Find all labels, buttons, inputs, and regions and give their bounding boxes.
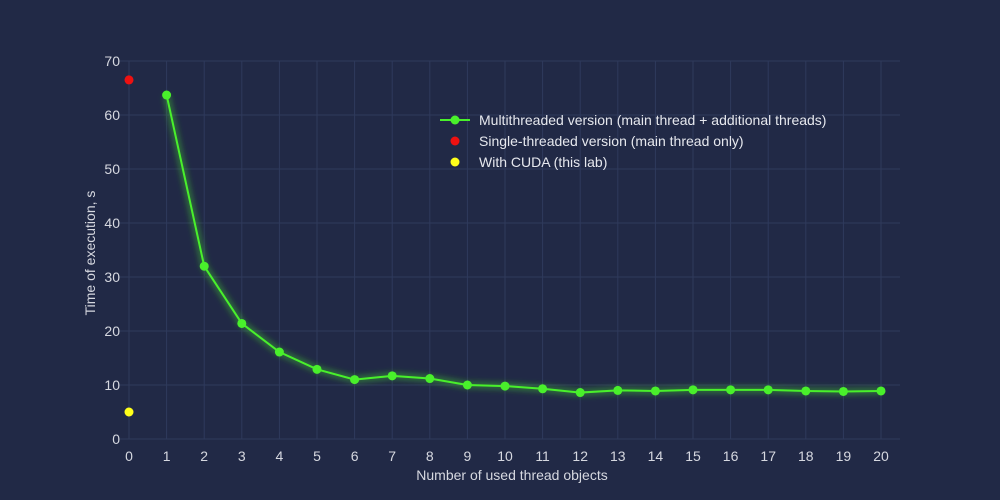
data-point <box>462 380 472 390</box>
y-tick-label: 0 <box>112 431 120 447</box>
legend-entry-cuda: With CUDA (this lab) <box>450 154 607 170</box>
data-point <box>162 90 172 100</box>
x-tick-label: 11 <box>535 448 550 464</box>
x-tick-label: 5 <box>313 448 321 464</box>
x-tick-label: 19 <box>836 448 852 464</box>
legend-swatch-marker <box>450 157 460 167</box>
legend: Multithreaded version (main thread + add… <box>440 112 826 170</box>
data-point <box>199 261 209 271</box>
data-point <box>650 386 660 396</box>
data-point <box>124 407 134 417</box>
y-axis-label: Time of execution, s <box>82 191 98 316</box>
y-axis-ticks: 0 10 20 30 40 50 60 70 <box>104 53 120 447</box>
plot-area <box>124 75 886 417</box>
data-point <box>726 385 736 395</box>
data-point <box>124 75 134 85</box>
legend-entry-multithreaded: Multithreaded version (main thread + add… <box>440 112 826 128</box>
x-tick-label: 0 <box>125 448 133 464</box>
y-tick-label: 10 <box>104 377 120 393</box>
x-tick-label: 15 <box>685 448 701 464</box>
data-point <box>350 375 360 385</box>
x-tick-label: 8 <box>426 448 434 464</box>
data-point <box>801 386 811 396</box>
x-axis-ticks: 0 1 2 3 4 5 6 7 8 9 10 11 12 13 14 15 16 17 18 19 20 <box>125 448 889 464</box>
data-point <box>688 385 698 395</box>
x-tick-label: 4 <box>276 448 284 464</box>
x-tick-label: 12 <box>572 448 588 464</box>
x-axis-label: Number of used thread objects <box>416 467 607 483</box>
data-point <box>274 347 284 357</box>
y-tick-label: 40 <box>104 215 120 231</box>
data-point <box>500 381 510 391</box>
data-point <box>312 364 322 374</box>
x-tick-label: 13 <box>610 448 626 464</box>
data-point <box>237 318 247 328</box>
legend-label: Multithreaded version (main thread + add… <box>479 112 826 128</box>
data-point <box>763 385 773 395</box>
data-point <box>425 374 435 384</box>
x-tick-label: 20 <box>873 448 889 464</box>
x-tick-label: 6 <box>351 448 359 464</box>
data-point <box>613 385 623 395</box>
x-tick-label: 3 <box>238 448 246 464</box>
x-tick-label: 18 <box>798 448 814 464</box>
x-tick-label: 10 <box>497 448 513 464</box>
grid <box>118 60 900 440</box>
data-point <box>575 388 585 398</box>
y-tick-label: 70 <box>104 53 120 69</box>
y-tick-label: 20 <box>104 323 120 339</box>
data-point <box>876 386 886 396</box>
legend-label: Single-threaded version (main thread onl… <box>479 133 744 149</box>
legend-swatch-marker <box>450 136 460 146</box>
data-point <box>538 384 548 394</box>
data-point <box>387 371 397 381</box>
series-line <box>165 94 882 394</box>
x-tick-label: 1 <box>163 448 171 464</box>
x-tick-label: 2 <box>200 448 208 464</box>
x-tick-label: 9 <box>464 448 472 464</box>
y-tick-label: 30 <box>104 269 120 285</box>
x-tick-label: 17 <box>760 448 776 464</box>
y-tick-label: 50 <box>104 161 120 177</box>
legend-entry-single-threaded: Single-threaded version (main thread onl… <box>450 133 744 149</box>
legend-label: With CUDA (this lab) <box>479 154 607 170</box>
x-tick-label: 14 <box>648 448 664 464</box>
y-tick-label: 60 <box>104 107 120 123</box>
data-point <box>838 386 848 396</box>
x-tick-label: 16 <box>723 448 739 464</box>
legend-swatch-marker <box>450 115 460 125</box>
x-tick-label: 7 <box>388 448 396 464</box>
